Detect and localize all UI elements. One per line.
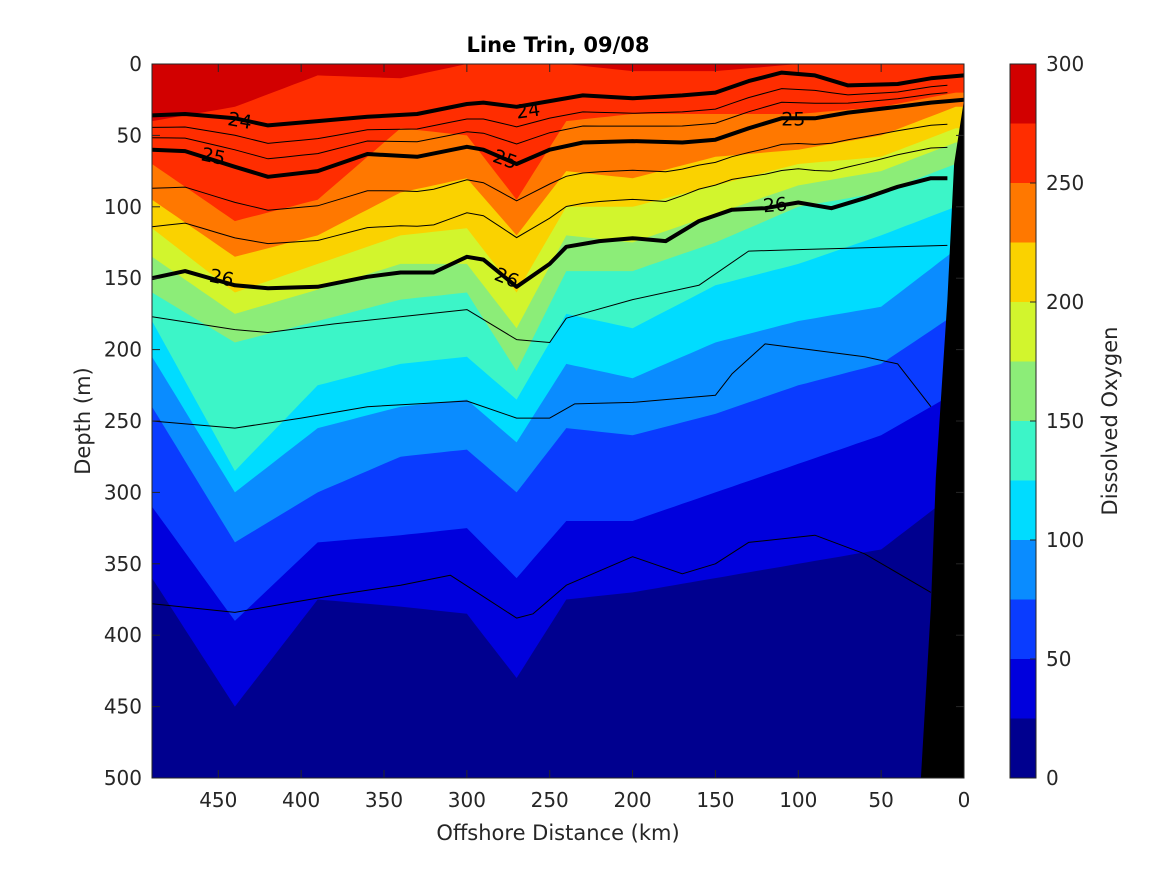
density-label-26-7: 26	[762, 193, 788, 217]
y-tick-label-0: 0	[129, 52, 142, 76]
colorbar-tick-label-150: 150	[1046, 409, 1084, 433]
colorbar-swatch-50	[1010, 599, 1036, 659]
y-tick-label-100: 100	[104, 195, 142, 219]
colorbar-swatch-0	[1010, 718, 1036, 778]
colorbar-tick-label-50: 50	[1046, 647, 1071, 671]
colorbar-tick-label-200: 200	[1046, 290, 1084, 314]
x-tick-label-50: 50	[868, 788, 893, 812]
density-contour-intermediate-3	[152, 146, 948, 245]
colorbar-swatch-25	[1010, 659, 1036, 719]
y-tick-label-200: 200	[104, 338, 142, 362]
x-tick-label-200: 200	[613, 788, 651, 812]
seafloor-mask	[920, 99, 964, 778]
y-tick-label-400: 400	[104, 623, 142, 647]
density-label-25-4: 25	[781, 109, 805, 131]
density-contour-26	[152, 176, 948, 291]
colorbar-tick-label-0: 0	[1046, 766, 1059, 790]
density-label-25-2: 25	[199, 144, 227, 171]
x-tick-label-450: 450	[199, 788, 237, 812]
y-tick-label-150: 150	[104, 266, 142, 290]
colorbar-label: Dissolved Oxygen	[1098, 327, 1122, 516]
density-contour-24	[152, 70, 964, 128]
density-contour-thin-4	[152, 343, 932, 429]
density-contour-intermediate-0	[152, 84, 948, 144]
y-tick-label-250: 250	[104, 409, 142, 433]
density-contour-25	[152, 97, 964, 179]
density-contour-thin-5	[152, 534, 932, 619]
oxygen-band-0	[152, 492, 964, 778]
x-tick-label-400: 400	[282, 788, 320, 812]
colorbar-tick-label-100: 100	[1046, 528, 1084, 552]
x-axis: 450 400 350 300 250 200 150 100 50 0	[199, 64, 970, 812]
colorbar-swatch-125	[1010, 421, 1036, 481]
y-axis-label: Depth (m)	[71, 367, 95, 474]
colorbar-swatch-175	[1010, 302, 1036, 362]
density-label-24-0: 24	[226, 108, 254, 134]
x-axis-label: Offshore Distance (km)	[436, 821, 679, 845]
y-tick-label-50: 50	[117, 123, 142, 147]
density-contour-intermediate-1	[152, 92, 948, 160]
density-contour-intermediate-2	[152, 123, 948, 211]
y-axis: 0 50 100 150 200 250 300 350 400 450 500	[104, 52, 964, 790]
colorbar-swatch-150	[1010, 361, 1036, 421]
x-tick-label-0: 0	[958, 788, 971, 812]
colorbar-tick-label-250: 250	[1046, 171, 1084, 195]
colorbar-tick-label-300: 300	[1046, 52, 1084, 76]
y-tick-label-450: 450	[104, 695, 142, 719]
y-tick-label-350: 350	[104, 552, 142, 576]
x-tick-label-150: 150	[696, 788, 734, 812]
x-tick-label-100: 100	[779, 788, 817, 812]
density-contour-thin-3	[152, 244, 948, 343]
colorbar-swatch-225	[1010, 183, 1036, 243]
y-tick-label-500: 500	[104, 766, 142, 790]
colorbar-swatch-200	[1010, 242, 1036, 302]
colorbar: 0 50 100 150 200 250 300	[1009, 52, 1084, 790]
density-contours	[152, 70, 964, 619]
colorbar-swatch-100	[1010, 480, 1036, 540]
density-label-26-5: 26	[207, 265, 235, 292]
colorbar-swatch-250	[1010, 123, 1036, 183]
x-tick-label-250: 250	[531, 788, 569, 812]
y-tick-label-300: 300	[104, 480, 142, 504]
x-tick-label-300: 300	[448, 788, 486, 812]
colorbar-swatch-75	[1010, 540, 1036, 600]
colorbar-swatch-275	[1010, 64, 1036, 124]
chart-title: Line Trin, 09/08	[466, 33, 649, 57]
oxygen-field	[152, 64, 964, 778]
density-label-24-1: 24	[515, 99, 542, 124]
x-tick-label-350: 350	[365, 788, 403, 812]
